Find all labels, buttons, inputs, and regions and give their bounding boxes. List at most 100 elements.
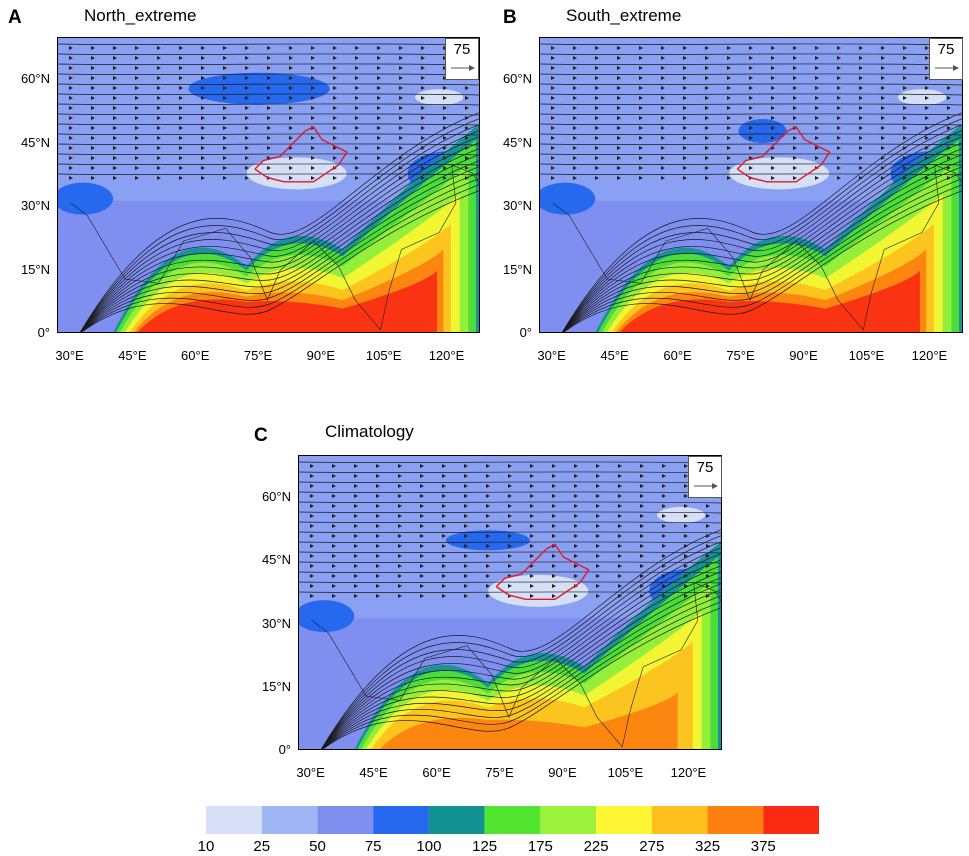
wind-arrow-icon [793, 46, 797, 50]
wind-arrow-icon [639, 76, 643, 80]
wind-arrow-icon [399, 96, 403, 100]
wind-arrow-icon [355, 96, 359, 100]
wind-arrow-icon [179, 156, 183, 160]
wind-arrow-icon [399, 136, 403, 140]
wind-arrow-icon [639, 176, 643, 180]
wind-arrow-icon [574, 534, 578, 538]
wind-arrow-icon [69, 86, 73, 90]
wind-arrow-icon [377, 166, 381, 170]
wind-arrow-icon [617, 176, 621, 180]
jet-streak [188, 72, 330, 105]
wind-arrow-icon [420, 484, 424, 488]
wind-arrow-icon [113, 166, 117, 170]
wind-arrow-icon [398, 554, 402, 558]
colorbar-label: 50 [309, 838, 326, 855]
wind-arrow-icon [311, 56, 315, 60]
wind-arrow-icon [881, 176, 885, 180]
streamline [540, 43, 962, 46]
wind-arrow-icon [727, 106, 731, 110]
streamline [58, 73, 479, 76]
wind-arrow-icon [727, 176, 731, 180]
wind-arrow-icon [201, 126, 205, 130]
wind-arrow-icon [639, 106, 643, 110]
longitude-tick-label: 120°E [670, 765, 707, 780]
wind-arrow-icon [706, 524, 710, 528]
wind-arrow-icon [179, 146, 183, 150]
wind-arrow-icon [683, 106, 687, 110]
wind-arrow-icon [421, 106, 425, 110]
wind-arrow-icon [661, 126, 665, 130]
wind-arrow-icon [881, 76, 885, 80]
wind-arrow-icon [530, 594, 534, 598]
wind-arrow-icon [267, 66, 271, 70]
wind-arrow-icon [771, 46, 775, 50]
wind-arrow-icon [617, 56, 621, 60]
wind-arrow-icon [465, 86, 469, 90]
wind-arrow-icon [486, 464, 490, 468]
wind-arrow-icon [311, 136, 315, 140]
wind-arrow-icon [332, 504, 336, 508]
streamline [79, 112, 479, 332]
wind-arrow-icon [179, 86, 183, 90]
wind-arrow-icon [157, 136, 161, 140]
streamline [562, 118, 962, 332]
wind-arrow-icon [377, 46, 381, 50]
wind-arrow-icon [113, 86, 117, 90]
wind-arrow-icon [925, 116, 929, 120]
wind-arrow-icon [399, 56, 403, 60]
wind-arrow-icon [551, 46, 555, 50]
wind-arrow-icon [289, 106, 293, 110]
wind-arrow-icon [465, 166, 469, 170]
wind-arrow-icon [354, 484, 358, 488]
wind-arrow-icon [573, 126, 577, 130]
reference-vector-value: 75 [696, 459, 714, 476]
wind-arrow-icon [135, 156, 139, 160]
wind-arrow-icon [310, 524, 314, 528]
wind-arrow-icon [573, 116, 577, 120]
wind-arrow-icon [595, 146, 599, 150]
wind-arrow-icon [705, 76, 709, 80]
wind-arrow-icon [201, 66, 205, 70]
wind-arrow-icon [223, 86, 227, 90]
wind-arrow-icon [420, 544, 424, 548]
wind-arrow-icon [947, 86, 951, 90]
wind-arrow-icon [135, 136, 139, 140]
wind-arrow-icon [749, 126, 753, 130]
wind-arrow-icon [640, 494, 644, 498]
streamline [58, 123, 479, 126]
wind-arrow-icon [640, 524, 644, 528]
wind-arrow-icon [596, 554, 600, 558]
wind-arrow-icon [881, 136, 885, 140]
wind-arrow-icon [91, 86, 95, 90]
wind-arrow-icon [639, 66, 643, 70]
wind-arrow-icon [289, 176, 293, 180]
wind-arrow-icon [464, 554, 468, 558]
wind-arrow-icon [552, 464, 556, 468]
wind-arrow-icon [639, 146, 643, 150]
wind-arrow-icon [135, 116, 139, 120]
wind-arrow-icon [837, 136, 841, 140]
wind-arrow-icon [157, 46, 161, 50]
streamline [80, 154, 479, 332]
streamline [321, 589, 721, 749]
longitude-tick-label: 75°E [243, 348, 273, 363]
wind-arrow-icon [705, 56, 709, 60]
wind-arrow-icon [377, 126, 381, 130]
wind-arrow-icon [947, 136, 951, 140]
wind-arrow-icon [376, 474, 380, 478]
wind-arrow-icon [749, 56, 753, 60]
streamline [562, 112, 962, 332]
wind-arrow-icon [332, 594, 336, 598]
wind-arrow-icon [157, 156, 161, 160]
wind-arrow-icon [815, 56, 819, 60]
wind-arrow-icon [179, 76, 183, 80]
wind-arrow-icon [793, 146, 797, 150]
wind-arrow-icon [618, 474, 622, 478]
wind-arrow-icon [376, 574, 380, 578]
wind-arrow-icon [420, 554, 424, 558]
wind-arrow-icon [595, 66, 599, 70]
longitude-tick-label: 120°E [428, 348, 465, 363]
wind-arrow-icon [881, 156, 885, 160]
streamline [58, 83, 479, 86]
wind-arrow-icon [311, 46, 315, 50]
